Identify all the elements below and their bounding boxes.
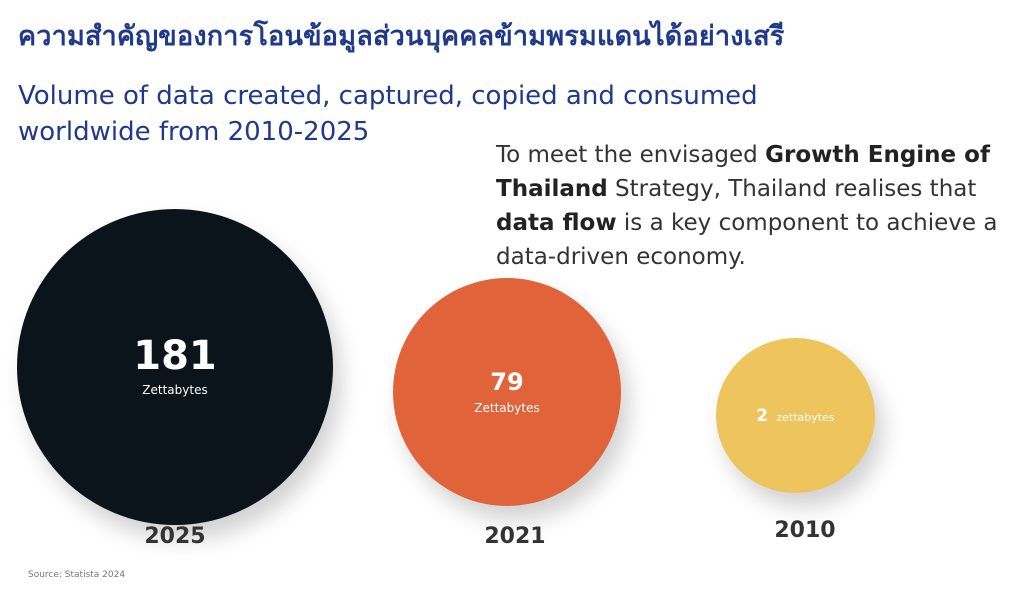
bubble-2025: 181 Zettabytes	[17, 209, 333, 525]
bubble-2021-unit: Zettabytes	[474, 401, 540, 415]
bubble-2021-value: 79	[490, 368, 524, 396]
bubble-2021: 79 Zettabytes	[393, 278, 621, 506]
year-label-2010: 2010	[774, 518, 836, 543]
thai-heading: ความสำคัญของการโอนข้อมูลส่วนบุคคลข้ามพรม…	[18, 21, 785, 52]
bubble-2025-value: 181	[133, 333, 217, 379]
year-label-2025: 2025	[144, 524, 206, 549]
bubble-2010-unit: zettabytes	[776, 411, 835, 424]
year-label-2021: 2021	[484, 524, 546, 549]
bubble-2025-unit: Zettabytes	[142, 383, 208, 397]
bubble-2010-value: 2	[756, 406, 769, 426]
description-text: To meet the envisaged Growth Engine of T…	[496, 142, 998, 270]
chart-title: Volume of data created, captured, copied…	[18, 81, 758, 147]
source-note: Source: Statista 2024	[28, 570, 126, 580]
bubble-2010: 2 zettabytes	[716, 338, 875, 493]
